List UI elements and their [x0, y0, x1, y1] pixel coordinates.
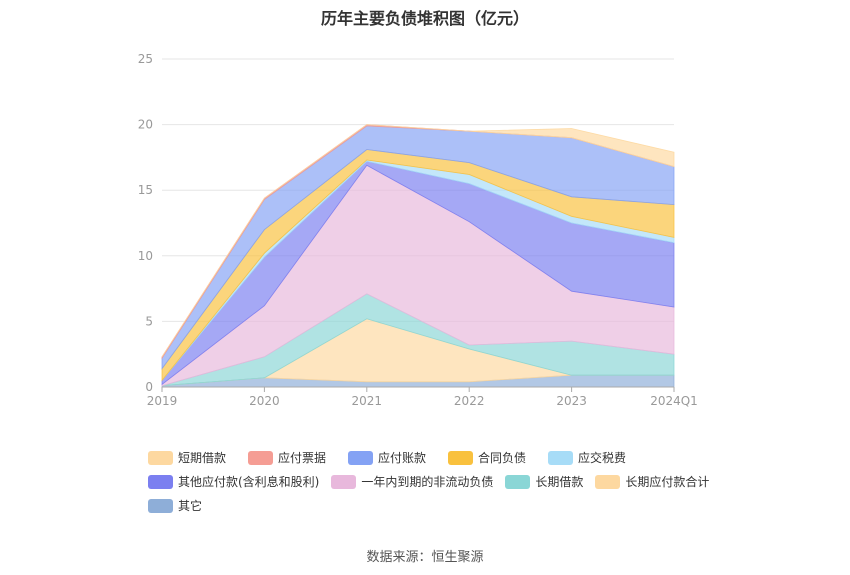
y-tick-label: 25: [138, 52, 153, 66]
axes: 0 5 10 15 20 25 2019 2020 2021 2022 2023 2024Q1: [138, 52, 698, 408]
x-tick-label: 2023: [556, 394, 587, 408]
legend-swatch: [595, 474, 621, 489]
legend-label: 长期应付款合计: [625, 475, 710, 489]
legend-swatch: [331, 474, 357, 489]
legend-item[interactable]: 长期借款: [505, 472, 583, 491]
legend-row: 短期借款 应付票据 应付账款 合同负债 应交税费: [148, 448, 748, 467]
x-tick-label: 2020: [249, 394, 280, 408]
x-tick-label: 2024Q1: [650, 394, 698, 408]
legend-item[interactable]: 长期应付款合计: [595, 472, 709, 491]
legend: 短期借款 应付票据 应付账款 合同负债 应交税费其他应付款(含利息和股利) 一年内到期的非…: [148, 448, 748, 520]
legend-item[interactable]: 应交税费: [548, 448, 636, 467]
legend-label: 长期借款: [535, 475, 584, 489]
legend-item[interactable]: 其他应付款(含利息和股利): [148, 472, 319, 491]
legend-label: 一年内到期的非流动负债: [361, 475, 494, 489]
legend-swatch: [148, 474, 173, 489]
area-series: [161, 124, 675, 388]
legend-swatch: [348, 450, 373, 465]
y-tick-label: 0: [145, 380, 153, 394]
y-tick-label: 5: [145, 314, 153, 328]
legend-label: 合同负债: [478, 451, 527, 465]
legend-row: 其他应付款(含利息和股利) 一年内到期的非流动负债 长期借款 长期应付款合计: [148, 472, 748, 491]
y-tick-label: 15: [138, 183, 153, 197]
legend-item[interactable]: 一年内到期的非流动负债: [331, 472, 493, 491]
legend-item[interactable]: 应付账款: [348, 448, 436, 467]
legend-label: 应付票据: [278, 451, 327, 465]
legend-item[interactable]: 应付票据: [248, 448, 336, 467]
legend-label: 应交税费: [578, 451, 627, 465]
legend-label: 短期借款: [178, 451, 227, 465]
legend-item[interactable]: 短期借款: [148, 448, 236, 467]
legend-swatch: [505, 474, 531, 489]
legend-item[interactable]: 合同负债: [448, 448, 536, 467]
source-note: 数据来源：恒生聚源: [366, 550, 484, 565]
legend-swatch: [248, 450, 273, 465]
legend-swatch: [548, 450, 573, 465]
chart-title: 历年主要负债堆积图（亿元）: [320, 9, 529, 28]
x-tick-label: 2021: [352, 394, 383, 408]
legend-row: 其它: [148, 496, 748, 515]
legend-label: 其它: [178, 499, 203, 513]
legend-swatch: [148, 450, 173, 465]
legend-swatch: [448, 450, 473, 465]
legend-swatch: [148, 498, 173, 513]
area-series-9: [161, 124, 675, 358]
legend-label: 应付账款: [378, 451, 427, 465]
y-tick-label: 20: [138, 118, 153, 132]
x-tick-label: 2019: [147, 394, 178, 408]
stacked-area-chart: 0 5 10 15 20 25 2019 2020 2021 2022 2023 2024Q1: [138, 52, 698, 408]
x-tick-label: 2022: [454, 394, 485, 408]
legend-label: 其他应付款(含利息和股利): [178, 475, 320, 489]
legend-item[interactable]: 其它: [148, 496, 236, 515]
y-tick-label: 10: [138, 249, 153, 263]
